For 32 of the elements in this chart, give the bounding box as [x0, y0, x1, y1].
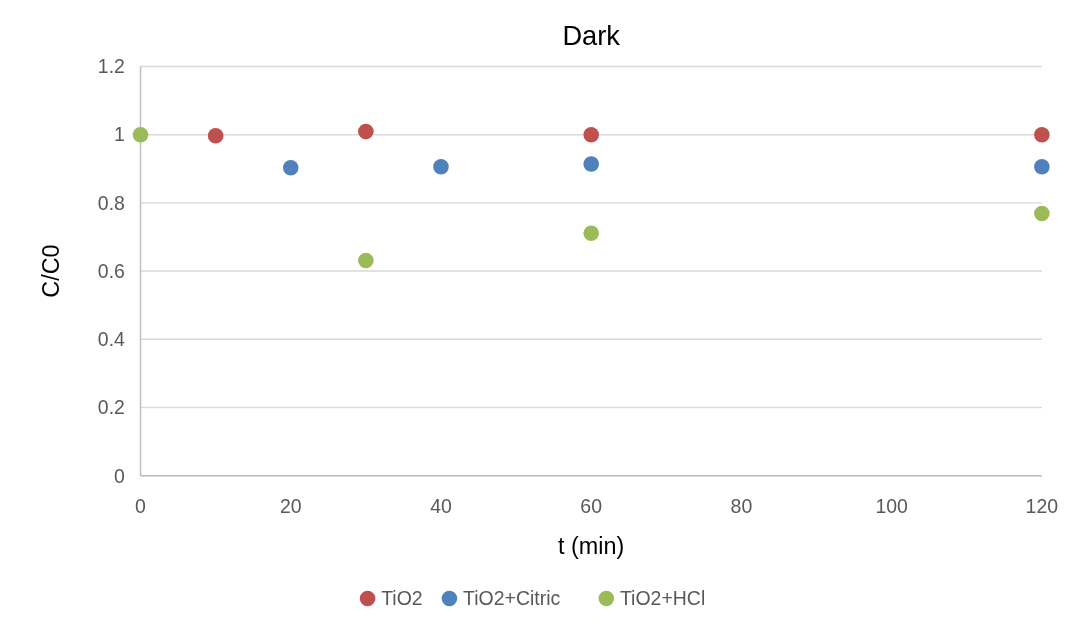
x-tick-label: 80	[730, 494, 753, 517]
point	[1034, 126, 1050, 143]
y-tick-label: 0.4	[97, 328, 126, 351]
x-tick-label: 20	[279, 494, 302, 517]
y-tick-label: 1.2	[97, 55, 125, 78]
y-tick-label: 1	[114, 123, 125, 146]
legend-label: TiO2+HCl	[619, 587, 706, 610]
point	[433, 158, 449, 175]
point	[282, 159, 299, 176]
legend-label: TiO2+Citric	[463, 587, 561, 610]
y-tick-label: 0.8	[97, 191, 125, 214]
x-tick-label: 0	[135, 494, 147, 517]
point	[1034, 205, 1050, 222]
point	[583, 225, 599, 242]
point	[207, 127, 224, 144]
point	[132, 126, 149, 143]
point	[583, 156, 599, 172]
y-tick-label: 0.6	[97, 259, 125, 282]
y-axis-title: C/C0	[37, 244, 64, 298]
point	[358, 252, 374, 269]
x-tick-label: 100	[875, 494, 909, 517]
x-tick-label: 120	[1025, 494, 1059, 517]
y-tick-label: 0	[114, 464, 126, 487]
point	[358, 123, 374, 140]
x-tick-label: 40	[430, 494, 452, 517]
x-tick-label: 60	[580, 494, 603, 517]
y-tick-label: 0.2	[97, 396, 125, 419]
legend-label: TiO2	[381, 587, 423, 610]
point	[583, 126, 599, 143]
x-axis-title: t (min)	[558, 532, 625, 559]
point	[1034, 158, 1050, 175]
chart-title: Dark	[562, 20, 621, 52]
